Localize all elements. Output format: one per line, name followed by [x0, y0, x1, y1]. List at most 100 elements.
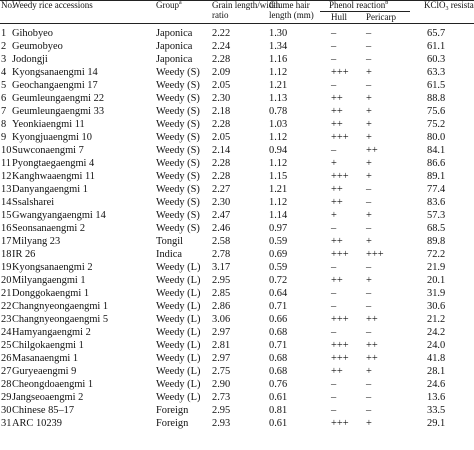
cell-glume-hair: 0.64: [269, 288, 288, 299]
cell-pericarp: +: [366, 171, 372, 182]
table-row: 26 Masanaengmi 1 Weedy (L) 2.97 0.68 +++ ++ 41.…: [0, 352, 474, 365]
cell-kclo3: 75.2: [427, 119, 446, 130]
cell-hull: ++: [331, 197, 343, 208]
cell-accession: Jangseoaengmi 2: [12, 392, 84, 403]
cell-group: Weedy (S): [156, 119, 200, 130]
cell-kclo3: 30.6: [427, 301, 446, 312]
cell-hull: –: [331, 301, 337, 312]
cell-pericarp: +: [366, 93, 372, 104]
cell-group: Indica: [156, 249, 182, 260]
table-row: 24 Hamyangaengmi 2 Weedy (L) 2.97 0.68 – – 24.2: [0, 326, 474, 339]
cell-no: 3: [1, 54, 7, 65]
cell-ratio: 2.85: [212, 288, 231, 299]
header-kclo3-prefix: KClO: [424, 0, 446, 10]
cell-no: 16: [1, 223, 12, 234]
cell-group: Weedy (S): [156, 145, 200, 156]
table-row: 19 Kyongsanaengmi 2 Weedy (L) 3.17 0.59 – – 21.…: [0, 261, 474, 274]
cell-kclo3: 24.0: [427, 340, 446, 351]
cell-accession: Changnyeongaengmi 1: [12, 301, 109, 312]
cell-accession: Yeonkiaengmi 11: [12, 119, 85, 130]
cell-glume-hair: 1.13: [269, 93, 288, 104]
table-row: 14 Ssalsharei Weedy (S) 2.30 1.12 ++ – 83.6: [0, 196, 474, 209]
cell-ratio: 2.22: [212, 28, 231, 39]
cell-no: 30: [1, 405, 12, 416]
cell-accession: Masanaengmi 1: [12, 353, 79, 364]
cell-group: Tongil: [156, 236, 183, 247]
cell-pericarp: –: [366, 184, 372, 195]
cell-hull: ++: [331, 106, 343, 117]
cell-pericarp: +: [366, 210, 372, 221]
cell-ratio: 2.75: [212, 366, 231, 377]
cell-no: 12: [1, 171, 12, 182]
cell-ratio: 2.05: [212, 132, 231, 143]
cell-ratio: 2.46: [212, 223, 231, 234]
table-row: 25 Chilgokaengmi 1 Weedy (L) 2.81 0.71 +++ ++ 2…: [0, 339, 474, 352]
cell-accession: Geumobyeo: [12, 41, 63, 52]
cell-no: 24: [1, 327, 12, 338]
cell-no: 9: [1, 132, 7, 143]
cell-pericarp: ++: [366, 353, 378, 364]
cell-no: 25: [1, 340, 12, 351]
top-rule: [0, 0, 474, 1]
cell-ratio: 2.18: [212, 106, 231, 117]
table-row: 23 Changnyeongaengmi 5 Weedy (L) 3.06 0.66 ++…: [0, 313, 474, 326]
cell-kclo3: 60.3: [427, 54, 446, 65]
cell-hull: +++: [331, 249, 349, 260]
cell-accession: Geumleungaengmi 33: [12, 106, 105, 117]
cell-glume-hair: 0.81: [269, 405, 288, 416]
cell-kclo3: 57.3: [427, 210, 446, 221]
cell-pericarp: –: [366, 197, 372, 208]
cell-no: 21: [1, 288, 12, 299]
cell-accession: Geumleungaengmi 22: [12, 93, 105, 104]
header-ratio-line1: Grain length/width: [212, 0, 281, 10]
cell-ratio: 2.78: [212, 249, 231, 260]
cell-ratio: 2.95: [212, 405, 231, 416]
cell-accession: Donggokaengmi 1: [12, 288, 90, 299]
table-row: 18 IR 26 Indica 2.78 0.69 +++ +++ 72.2: [0, 248, 474, 261]
cell-kclo3: 83.6: [427, 197, 446, 208]
cell-pericarp: ++: [366, 340, 378, 351]
cell-hull: +++: [331, 132, 349, 143]
cell-group: Weedy (L): [156, 301, 201, 312]
cell-accession: Jodongji: [12, 54, 48, 65]
cell-kclo3: 24.6: [427, 379, 446, 390]
cell-pericarp: +: [366, 67, 372, 78]
cell-hull: +: [331, 158, 337, 169]
cell-ratio: 2.14: [212, 145, 231, 156]
table-row: 13 Danyangaengmi 1 Weedy (S) 2.27 1.21 ++ – 77.…: [0, 183, 474, 196]
cell-group: Weedy (L): [156, 366, 201, 377]
cell-kclo3: 24.2: [427, 327, 446, 338]
cell-accession: Kyongsanaengmi 14: [12, 67, 98, 78]
cell-group: Weedy (S): [156, 210, 200, 221]
cell-glume-hair: 1.12: [269, 132, 288, 143]
cell-glume-hair: 0.94: [269, 145, 288, 156]
cell-pericarp: –: [366, 41, 372, 52]
table-row: 15 Gwangyangaengmi 14 Weedy (S) 2.47 1.14 + +5…: [0, 209, 474, 222]
table-row: 9 Kyongjuaengmi 10 Weedy (S) 2.05 1.12 +++ +80…: [0, 131, 474, 144]
cell-hull: –: [331, 145, 337, 156]
cell-hull: –: [331, 379, 337, 390]
cell-accession: Cheongdoaengmi 1: [12, 379, 94, 390]
cell-kclo3: 63.3: [427, 67, 446, 78]
cell-hull: –: [331, 327, 337, 338]
cell-ratio: 2.81: [212, 340, 231, 351]
cell-accession: Milyangaengmi 1: [12, 275, 86, 286]
header-glume: Glume hair length (mm): [269, 0, 314, 20]
cell-pericarp: –: [366, 327, 372, 338]
cell-ratio: 2.97: [212, 353, 231, 364]
cell-ratio: 2.90: [212, 379, 231, 390]
cell-kclo3: 28.1: [427, 366, 446, 377]
cell-hull: +++: [331, 340, 349, 351]
header-ratio-line2: ratio: [212, 10, 229, 20]
cell-no: 27: [1, 366, 12, 377]
cell-hull: ++: [331, 366, 343, 377]
cell-accession: Geochangaengmi 17: [12, 80, 98, 91]
cell-hull: –: [331, 223, 337, 234]
cell-group: Weedy (L): [156, 275, 201, 286]
cell-no: 31: [1, 418, 12, 429]
cell-kclo3: 33.5: [427, 405, 446, 416]
cell-hull: ++: [331, 275, 343, 286]
table-row: 17 Milyang 23 Tongil 2.58 0.59 ++ +89.8: [0, 235, 474, 248]
cell-kclo3: 80.0: [427, 132, 446, 143]
cell-hull: +++: [331, 67, 349, 78]
